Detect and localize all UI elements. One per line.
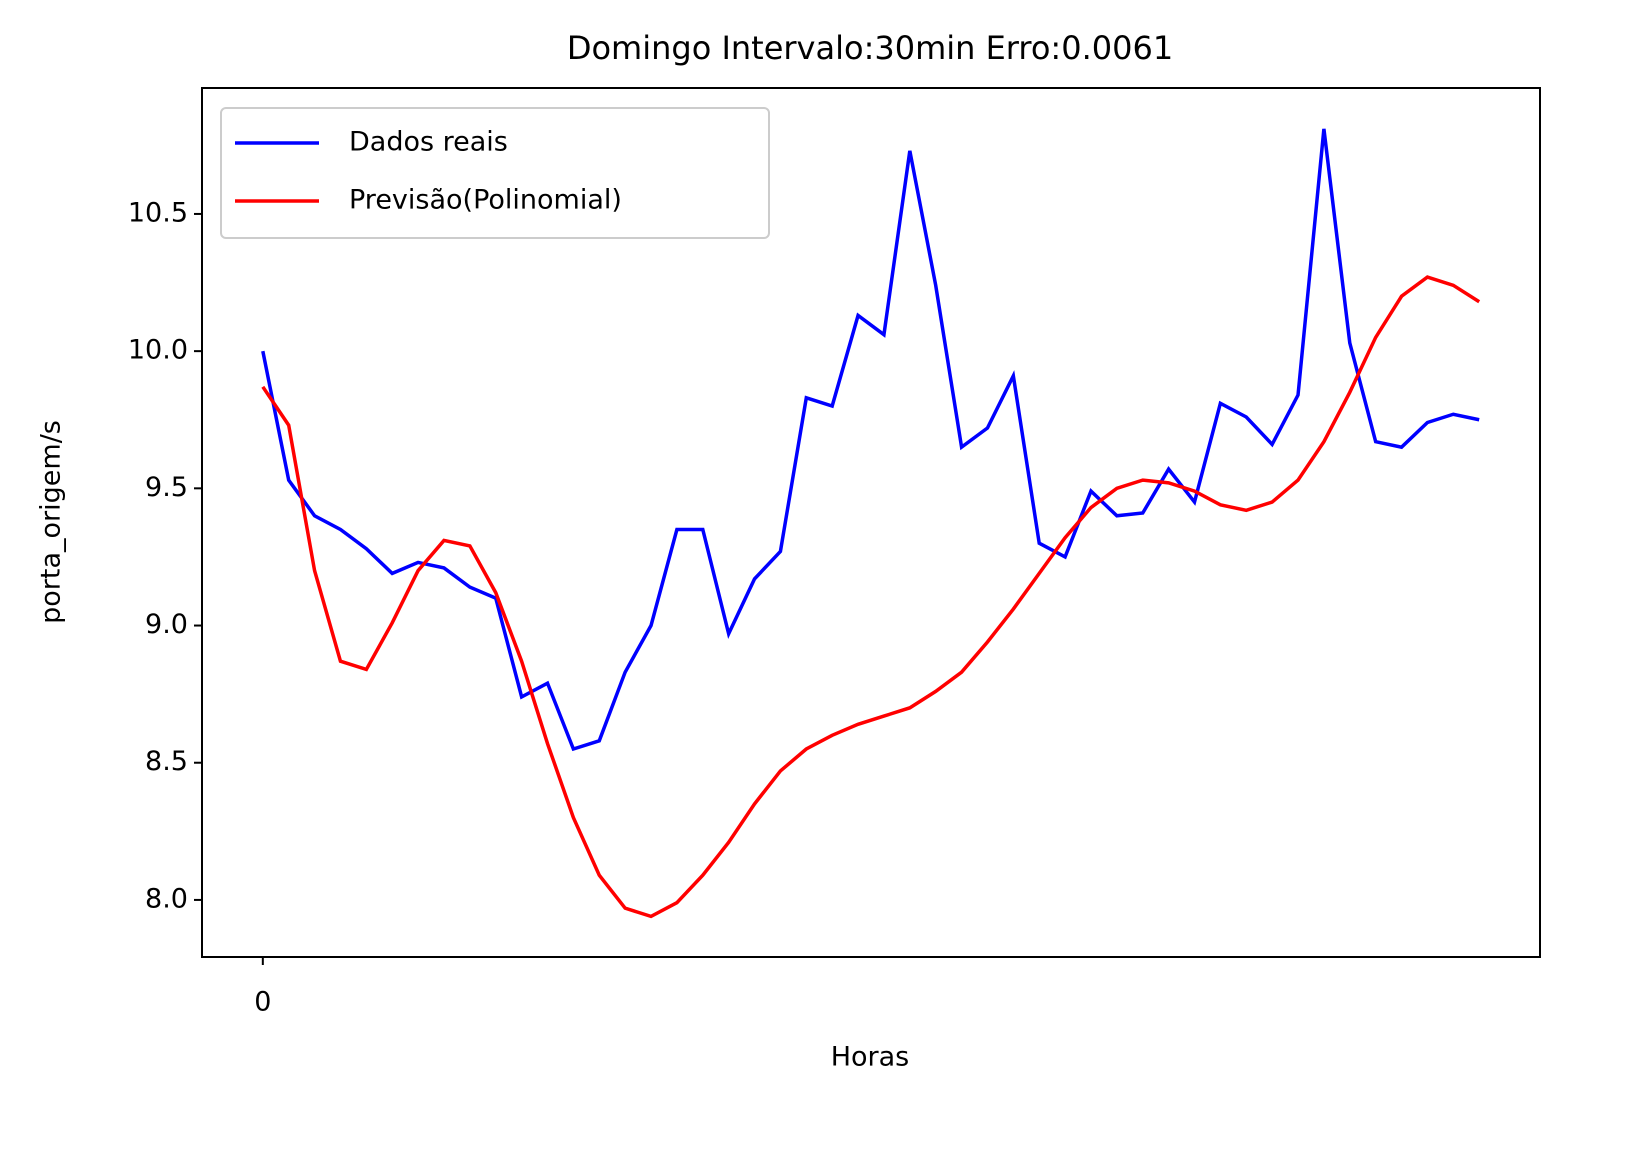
y-tick-label: 9.5 xyxy=(145,472,188,503)
chart-title: Domingo Intervalo:30min Erro:0.0061 xyxy=(567,29,1173,67)
legend: Dados reais Previsão(Polinomial) xyxy=(220,107,770,239)
data-line xyxy=(261,275,1481,919)
y-axis-label: porta_origem/s xyxy=(36,420,67,624)
y-tick-label: 9.0 xyxy=(145,609,188,640)
x-axis-label: Horas xyxy=(831,1042,910,1073)
x-tick-label: 0 xyxy=(254,987,271,1018)
y-tick-label: 10.5 xyxy=(128,197,188,228)
y-tick-label: 8.0 xyxy=(145,883,188,914)
y-tick-label: 10.0 xyxy=(128,335,188,366)
y-tick-label: 8.5 xyxy=(145,746,188,777)
legend-label: Previsão(Polinomial) xyxy=(349,185,622,216)
plot-frame xyxy=(201,87,1541,958)
legend-box xyxy=(220,107,770,239)
legend-label: Dados reais xyxy=(349,127,508,158)
data-line xyxy=(261,128,1480,752)
